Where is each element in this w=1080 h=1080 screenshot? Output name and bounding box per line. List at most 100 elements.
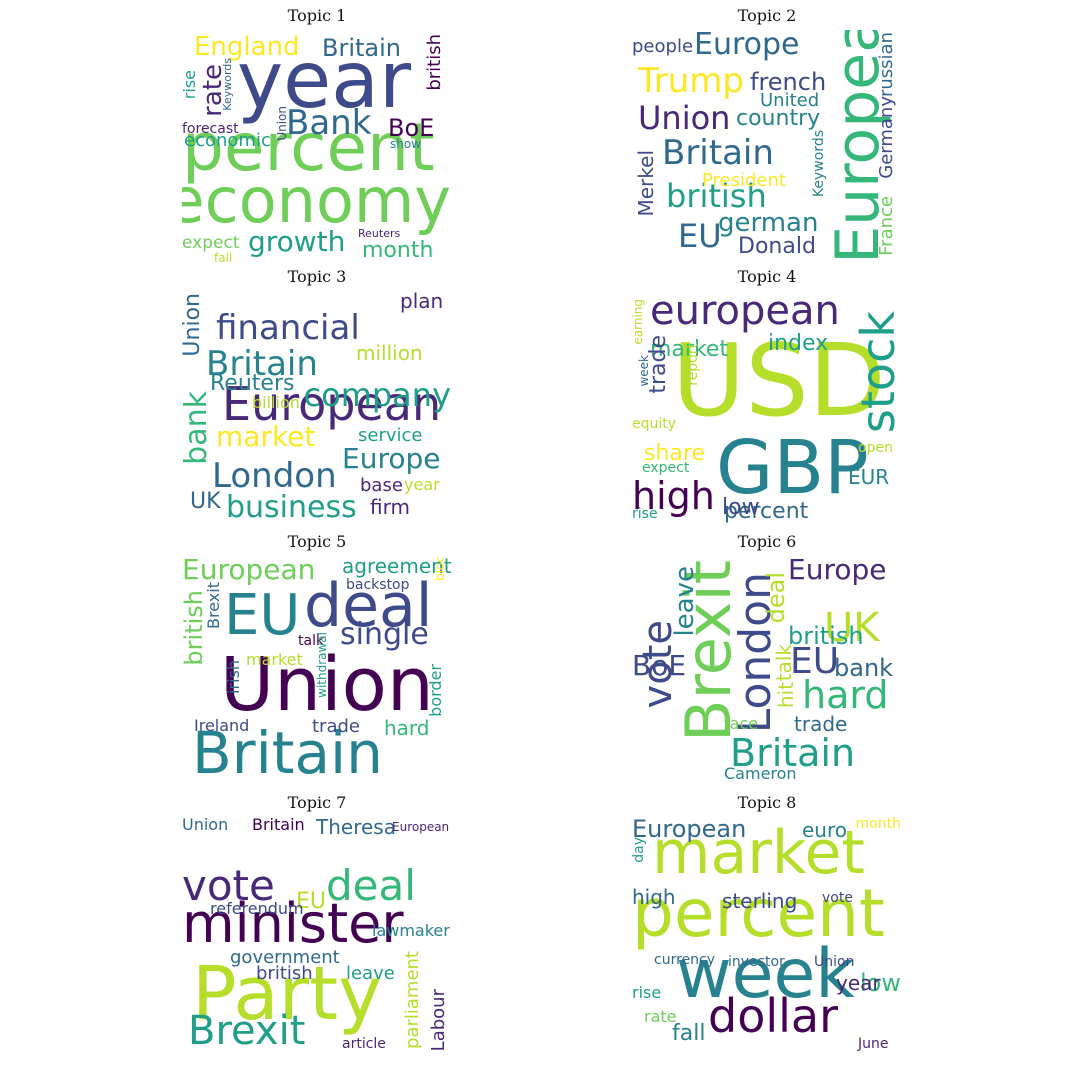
cloud-word-british: british — [256, 963, 313, 984]
cloud-word-keywords: Keywords — [221, 58, 234, 111]
word-cloud: minister Party Brexit vote deal EU Theresa Unio… — [182, 817, 452, 1052]
cloud-word-market: market — [650, 337, 729, 362]
cloud-word-economic: economic — [184, 130, 271, 151]
cloud-word-european: European — [222, 377, 442, 431]
cloud-word-britain: Britain — [662, 133, 774, 173]
cloud-word-week: week — [676, 935, 855, 1014]
cloud-word-market: market — [216, 420, 316, 453]
cloud-word-british: british — [666, 177, 767, 215]
cloud-word-labour: Labour — [428, 988, 449, 1051]
cloud-word-leave: leave — [670, 566, 700, 637]
cloud-word-financial: financial — [216, 308, 360, 348]
cloud-word-market: market — [652, 818, 865, 888]
cloud-word-germany: Germany — [876, 96, 897, 179]
panel-title: Topic 1 — [287, 6, 347, 25]
cloud-word-britain: Britain — [322, 34, 401, 62]
cloud-word-russian: russian — [876, 32, 897, 98]
cloud-word-euro: euro — [802, 818, 847, 842]
cloud-word-europe: Europe — [342, 442, 441, 475]
cloud-word-investor: investor — [728, 954, 785, 970]
panel-title: Topic 6 — [737, 532, 797, 551]
cloud-word-single: single — [340, 617, 429, 652]
cloud-word-percent: percent — [632, 875, 885, 952]
cloud-word-european: european — [650, 291, 840, 334]
word-cloud: market percent week dollar European high sterl… — [632, 817, 902, 1052]
cloud-word-british: british — [182, 590, 208, 666]
cloud-word-june: June — [858, 1036, 889, 1052]
panel-title: Topic 3 — [287, 267, 347, 286]
cloud-word-market: market — [246, 650, 303, 669]
cloud-word-economy: economy — [182, 164, 451, 237]
cloud-word-union: Union — [220, 642, 434, 728]
cloud-word-withdrawal: withdrawal — [315, 632, 329, 698]
cloud-word-trump: Trump — [638, 61, 745, 101]
cloud-word-year: year — [836, 971, 881, 995]
panel-title: Topic 2 — [737, 6, 797, 25]
cloud-word-rise: rise — [632, 983, 662, 1002]
cloud-word-show: show — [390, 137, 422, 151]
cloud-word-uk: UK — [824, 605, 880, 651]
cloud-word-irish: irish — [224, 660, 243, 694]
cloud-word-union: Union — [182, 293, 205, 357]
cloud-word-united: United — [760, 90, 820, 111]
cloud-word-sterling: sterling — [722, 889, 798, 913]
cloud-word-fall: fall — [672, 1021, 706, 1046]
cloud-word-eu: EU — [678, 217, 722, 255]
cloud-word-british: british — [788, 622, 864, 650]
cloud-word-reuters: Reuters — [358, 227, 401, 240]
cloud-word-equity: equity — [632, 416, 677, 432]
cloud-word-base: base — [360, 475, 403, 496]
cloud-word-union: Union — [638, 99, 731, 137]
wordcloud-panel-8: Topic 8 market percent week dollar European hi… — [632, 793, 902, 1055]
cloud-word-england: England — [194, 32, 300, 62]
wordcloud-panel-1: Topic 1 year percent economy Bank growth Engla… — [182, 6, 452, 268]
cloud-word-week: week — [637, 355, 651, 387]
cloud-word-month: month — [362, 238, 434, 263]
cloud-word-growth: growth — [248, 225, 346, 258]
cloud-word-lawmaker: lawmaker — [372, 921, 450, 940]
cloud-word-trade: trade — [646, 335, 671, 394]
cloud-word-leave: leave — [346, 963, 395, 984]
cloud-word-expect: expect — [642, 460, 690, 476]
cloud-word-firm: firm — [370, 495, 410, 519]
cloud-word-high: high — [632, 885, 676, 909]
cloud-word-expect: expect — [182, 233, 240, 253]
cloud-word-high: high — [632, 474, 715, 518]
cloud-word-party: Party — [192, 951, 382, 1037]
cloud-word-referendum: referendum — [210, 899, 304, 918]
cloud-word-keywords: Keywords — [811, 130, 827, 198]
cloud-word-bloc: bloc — [433, 556, 447, 581]
cloud-word-deal: deal — [304, 571, 433, 641]
cloud-word-month: month — [855, 817, 901, 832]
cloud-word-european: European — [392, 820, 450, 834]
cloud-word-hit: hit — [774, 682, 798, 709]
wordcloud-panel-3: Topic 3 European financial Britain company Lo… — [182, 267, 452, 529]
cloud-word-union: Union — [275, 106, 289, 141]
cloud-word-european: European — [182, 556, 316, 586]
cloud-word-eu: EU — [224, 583, 301, 648]
cloud-word-government: government — [230, 947, 340, 968]
wordcloud-panel-2: Topic 2 European Europe Trump Union Britain br… — [632, 6, 902, 268]
cloud-word-usd: USD — [672, 322, 886, 439]
cloud-word-brexit: Brexit — [188, 1008, 306, 1052]
cloud-word-index: index — [768, 331, 829, 356]
cloud-word-european: European — [632, 817, 747, 843]
cloud-word-britain: Britain — [252, 817, 305, 834]
cloud-word-union: Union — [182, 817, 229, 834]
panel-title: Topic 7 — [287, 793, 347, 812]
cloud-word-vote: vote — [822, 890, 853, 906]
cloud-word-people: people — [632, 36, 694, 57]
cloud-word-talk: talk — [772, 644, 796, 682]
cloud-word-day: day — [632, 837, 647, 863]
cloud-word-currency: currency — [654, 952, 715, 968]
word-cloud: USD GBP european stock high market index trade s… — [632, 291, 902, 526]
cloud-word-deal: deal — [762, 572, 790, 624]
cloud-word-gbp: GBP — [716, 425, 869, 511]
cloud-word-trade: trade — [312, 716, 360, 737]
cloud-word-million: million — [356, 341, 423, 365]
cloud-word-rise: rise — [182, 70, 199, 100]
cloud-word-eu: EU — [296, 889, 327, 914]
word-cloud: European financial Britain company London mar… — [182, 291, 452, 526]
panel-title: Topic 5 — [287, 532, 347, 551]
cloud-word-forecast: forecast — [182, 121, 239, 137]
